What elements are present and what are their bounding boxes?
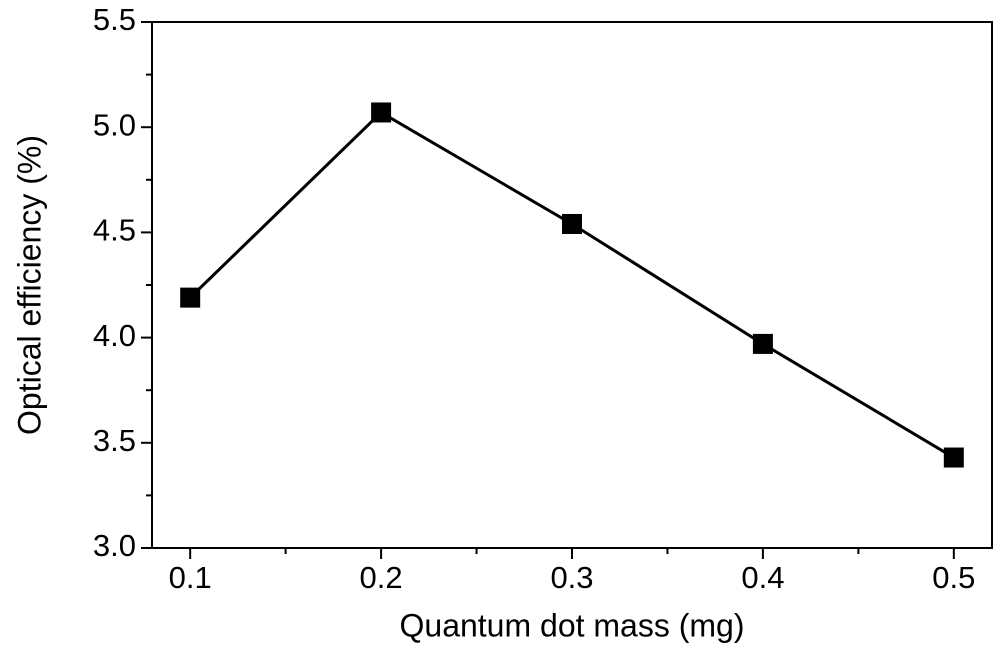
y-tick-label: 3.5 (93, 423, 136, 458)
y-tick-label: 4.5 (93, 213, 136, 248)
data-marker (944, 448, 964, 468)
x-tick-label: 0.1 (169, 560, 212, 595)
x-axis-label: Quantum dot mass (mg) (400, 607, 745, 643)
plot-frame (152, 22, 992, 548)
y-tick-label: 5.0 (93, 107, 136, 142)
y-tick-label: 3.0 (93, 528, 136, 563)
x-tick-label: 0.4 (741, 560, 784, 595)
x-tick-label: 0.5 (932, 560, 975, 595)
data-line (190, 112, 954, 457)
data-marker (371, 102, 391, 122)
data-marker (753, 334, 773, 354)
data-marker (562, 214, 582, 234)
x-tick-label: 0.2 (360, 560, 403, 595)
y-tick-label: 4.0 (93, 318, 136, 353)
y-tick-label: 5.5 (93, 2, 136, 37)
y-axis-label: Optical efficiency (%) (11, 135, 47, 435)
x-tick-label: 0.3 (550, 560, 593, 595)
data-marker (180, 288, 200, 308)
